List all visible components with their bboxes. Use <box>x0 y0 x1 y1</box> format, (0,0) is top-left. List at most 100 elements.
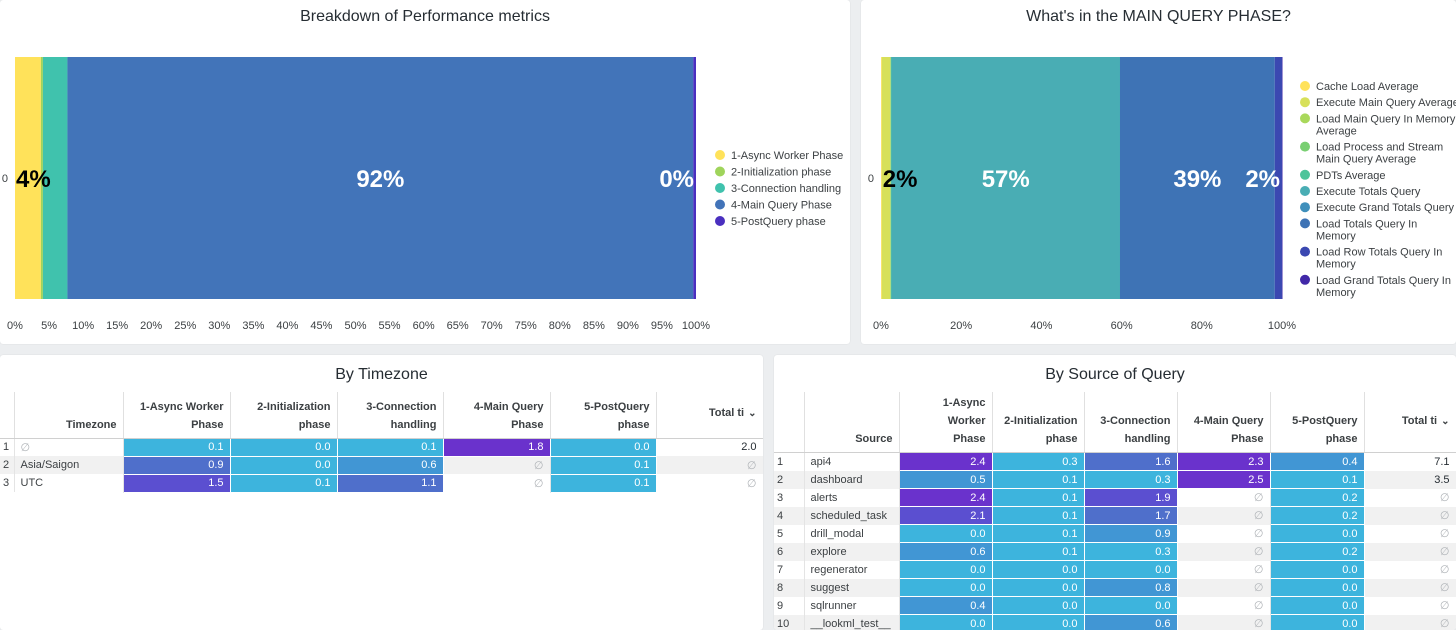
table-row[interactable]: 8 suggest 0.0 0.0 0.8 ∅ 0.0 ∅ <box>774 578 1456 597</box>
heat-cell[interactable]: 0.0 <box>1270 596 1365 615</box>
legend-item[interactable]: Memory <box>1316 259 1356 271</box>
heat-cell[interactable]: 1.8 <box>443 438 551 457</box>
legend-item[interactable]: Execute Grand Totals Query <box>1316 202 1454 214</box>
heat-cell[interactable]: 0.3 <box>992 452 1085 471</box>
heat-cell[interactable]: 0.1 <box>992 506 1085 525</box>
heat-cell[interactable]: 0.2 <box>1270 488 1365 507</box>
table-row[interactable]: 7 regenerator 0.0 0.0 0.0 ∅ 0.0 ∅ <box>774 560 1456 579</box>
null-cell[interactable]: ∅ <box>1177 524 1271 543</box>
total-header[interactable]: Total ti ⌄ <box>1364 392 1456 453</box>
row-label[interactable]: regenerator <box>804 560 900 579</box>
heat-cell[interactable]: 0.0 <box>550 438 657 457</box>
legend-item[interactable]: Load Main Query In Memory <box>1316 113 1456 125</box>
heat-cell[interactable]: 0.8 <box>1084 578 1178 597</box>
legend-item[interactable]: Cache Load Average <box>1316 81 1419 93</box>
null-cell[interactable]: ∅ <box>1177 488 1271 507</box>
dimension-header[interactable]: Timezone <box>14 392 124 439</box>
total-cell[interactable]: ∅ <box>1364 578 1456 597</box>
total-cell[interactable]: ∅ <box>656 474 763 492</box>
total-cell[interactable]: ∅ <box>1364 542 1456 561</box>
null-cell[interactable]: ∅ <box>1177 614 1271 630</box>
heat-cell[interactable]: 2.4 <box>899 452 993 471</box>
row-label[interactable]: UTC <box>14 474 124 492</box>
legend-item[interactable]: Load Totals Query In <box>1316 218 1417 230</box>
total-cell[interactable]: ∅ <box>656 456 763 474</box>
performance-breakdown-chart[interactable]: 0 4% 92% 0% 0% 5% 10% 15% 20% 25% 30% 35% 40% 45% 50% 5… <box>0 0 850 344</box>
heat-cell[interactable]: 0.1 <box>992 524 1085 543</box>
heat-cell[interactable]: 2.1 <box>899 506 993 525</box>
measure-header[interactable]: 4-Main Query Phase <box>1177 392 1271 453</box>
bar-segment-load-process-and-stream-main-query-average[interactable] <box>890 57 892 299</box>
heat-cell[interactable]: 0.0 <box>899 578 993 597</box>
bar-segment-2-initialization-phase[interactable] <box>40 57 43 299</box>
heat-cell[interactable]: 0.1 <box>230 474 338 493</box>
bar-segment-pdts-average[interactable] <box>891 57 892 299</box>
bar-segment-3-connection-handling[interactable] <box>42 57 68 299</box>
total-cell[interactable]: ∅ <box>1364 506 1456 525</box>
heat-cell[interactable]: 0.9 <box>1084 524 1178 543</box>
heat-cell[interactable]: 0.0 <box>899 560 993 579</box>
chevron-down-icon[interactable]: ⌄ <box>1441 415 1450 427</box>
null-cell[interactable]: ∅ <box>443 456 551 474</box>
legend-item[interactable]: Average <box>1316 125 1357 137</box>
heat-cell[interactable]: 0.0 <box>1270 524 1365 543</box>
heat-cell[interactable]: 0.4 <box>1270 452 1365 471</box>
heat-cell[interactable]: 0.0 <box>1084 596 1178 615</box>
heat-cell[interactable]: 0.0 <box>899 524 993 543</box>
heat-cell[interactable]: 0.1 <box>123 438 231 457</box>
heat-cell[interactable]: 2.4 <box>899 488 993 507</box>
dimension-header[interactable]: Source <box>804 392 900 453</box>
heat-cell[interactable]: 0.2 <box>1270 542 1365 561</box>
legend-item[interactable]: 2-Initialization phase <box>731 167 831 179</box>
measure-header[interactable]: 4-Main Query Phase <box>443 392 551 439</box>
table-row[interactable]: 2 dashboard 0.5 0.1 0.3 2.5 0.1 3.5 <box>774 470 1456 489</box>
null-cell[interactable]: ∅ <box>1177 578 1271 597</box>
heat-cell[interactable]: 0.6 <box>337 456 444 475</box>
null-cell[interactable]: ∅ <box>1177 596 1271 615</box>
total-cell[interactable]: ∅ <box>1364 560 1456 579</box>
heat-cell[interactable]: 0.1 <box>992 470 1085 489</box>
legend-item[interactable]: Load Row Totals Query In <box>1316 247 1442 259</box>
null-cell[interactable]: ∅ <box>1177 542 1271 561</box>
row-label[interactable]: sqlrunner <box>804 596 900 615</box>
heat-cell[interactable]: 0.0 <box>1270 614 1365 630</box>
measure-header[interactable]: 2-Initialization phase <box>230 392 338 439</box>
heat-cell[interactable]: 0.1 <box>337 438 444 457</box>
bar-segment-load-grand-totals-query-in-memory[interactable] <box>1282 57 1283 299</box>
row-label[interactable]: drill_modal <box>804 524 900 543</box>
heat-cell[interactable]: 0.1 <box>550 474 657 493</box>
table-row[interactable]: 3 UTC 1.5 0.1 1.1 ∅ 0.1 ∅ <box>0 474 763 493</box>
legend-item[interactable]: Execute Main Query Average <box>1316 97 1456 109</box>
bar-segment-execute-main-query-average[interactable] <box>881 57 891 299</box>
total-cell[interactable]: ∅ <box>1364 596 1456 615</box>
heat-cell[interactable]: 0.1 <box>1270 470 1365 489</box>
heat-cell[interactable]: 0.0 <box>1270 578 1365 597</box>
total-cell[interactable]: 2.0 <box>656 438 763 456</box>
heat-cell[interactable]: 1.9 <box>1084 488 1178 507</box>
heat-cell[interactable]: 0.2 <box>1270 506 1365 525</box>
bar-segment-load-row-totals-query-in-memory[interactable] <box>1274 57 1282 299</box>
table-row[interactable]: 9 sqlrunner 0.4 0.0 0.0 ∅ 0.0 ∅ <box>774 596 1456 615</box>
table-row[interactable]: 10 __lookml_test__ 0.0 0.0 0.6 ∅ 0.0 ∅ <box>774 614 1456 630</box>
measure-header[interactable]: 3-Connection handling <box>337 392 444 439</box>
null-cell[interactable]: ∅ <box>1177 506 1271 525</box>
heat-cell[interactable]: 0.1 <box>992 542 1085 561</box>
heat-cell[interactable]: 0.0 <box>1270 560 1365 579</box>
legend-item[interactable]: Main Query Average <box>1316 154 1416 166</box>
row-label[interactable]: dashboard <box>804 470 900 489</box>
legend-item[interactable]: 3-Connection handling <box>731 183 841 195</box>
row-label[interactable]: api4 <box>804 452 900 471</box>
heat-cell[interactable]: 1.6 <box>1084 452 1178 471</box>
measure-header[interactable]: 2-Initialization phase <box>992 392 1085 453</box>
heat-cell[interactable]: 0.0 <box>992 596 1085 615</box>
measure-header[interactable]: 5-PostQuery phase <box>1270 392 1365 453</box>
row-label[interactable]: ∅ <box>14 438 124 456</box>
bar-segment-cache-load-average[interactable] <box>881 57 882 299</box>
heat-cell[interactable]: 0.6 <box>899 542 993 561</box>
heat-cell[interactable]: 2.3 <box>1177 452 1271 471</box>
measure-header[interactable]: 5-PostQuery phase <box>550 392 657 439</box>
heat-cell[interactable]: 0.1 <box>550 456 657 475</box>
heat-cell[interactable]: 0.0 <box>992 614 1085 630</box>
legend-item[interactable]: Memory <box>1316 287 1356 299</box>
bar-segment-1-async-worker-phase[interactable] <box>15 57 41 299</box>
